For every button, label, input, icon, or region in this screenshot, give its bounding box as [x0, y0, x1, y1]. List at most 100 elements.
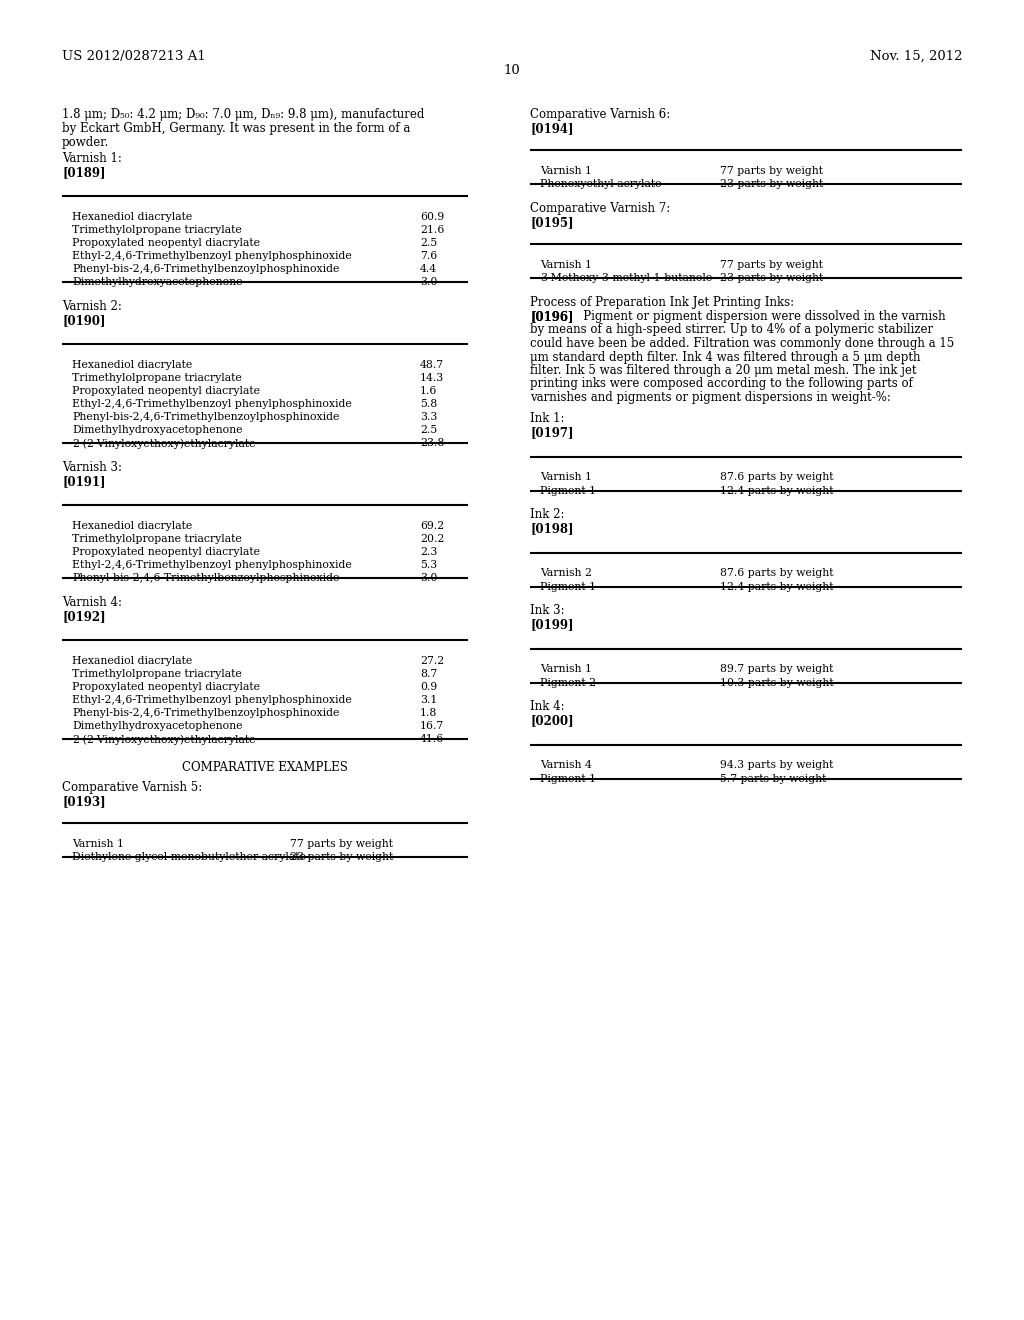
Text: Varnish 1: Varnish 1: [540, 260, 592, 271]
Text: 3.0: 3.0: [420, 277, 437, 286]
Text: Comparative Varnish 6:: Comparative Varnish 6:: [530, 108, 671, 121]
Text: 12.4 parts by weight: 12.4 parts by weight: [720, 582, 834, 591]
Text: Pigment or pigment dispersion were dissolved in the varnish: Pigment or pigment dispersion were disso…: [572, 310, 945, 323]
Text: US 2012/0287213 A1: US 2012/0287213 A1: [62, 50, 206, 63]
Text: Phenyl-bis-2,4,6-Trimethylbenzoylphosphinoxide: Phenyl-bis-2,4,6-Trimethylbenzoylphosphi…: [72, 264, 339, 275]
Text: 4.4: 4.4: [420, 264, 437, 275]
Text: 5.3: 5.3: [420, 560, 437, 570]
Text: 23.8: 23.8: [420, 438, 444, 447]
Text: [0197]: [0197]: [530, 426, 573, 440]
Text: [0189]: [0189]: [62, 166, 105, 180]
Text: Varnish 1: Varnish 1: [72, 840, 124, 849]
Text: Ink 2:: Ink 2:: [530, 508, 564, 521]
Text: Dimethylhydroxyacetophenone: Dimethylhydroxyacetophenone: [72, 277, 243, 286]
Text: [0196]: [0196]: [530, 310, 573, 323]
Text: μm standard depth filter. Ink 4 was filtered through a 5 μm depth: μm standard depth filter. Ink 4 was filt…: [530, 351, 921, 363]
Text: Ethyl-2,4,6-Trimethylbenzoyl phenylphosphinoxide: Ethyl-2,4,6-Trimethylbenzoyl phenylphosp…: [72, 696, 352, 705]
Text: 3.3: 3.3: [420, 412, 437, 422]
Text: 1.6: 1.6: [420, 385, 437, 396]
Text: 1.8 μm; D₅₀: 4.2 μm; D₉₀: 7.0 μm, Dₙ₉: 9.8 μm), manufactured: 1.8 μm; D₅₀: 4.2 μm; D₉₀: 7.0 μm, Dₙ₉: 9…: [62, 108, 424, 121]
Text: 5.7 parts by weight: 5.7 parts by weight: [720, 774, 826, 784]
Text: 69.2: 69.2: [420, 521, 444, 531]
Text: Pigment 1: Pigment 1: [540, 486, 596, 495]
Text: [0196]: [0196]: [530, 310, 573, 323]
Text: Ink 1:: Ink 1:: [530, 412, 564, 425]
Text: Nov. 15, 2012: Nov. 15, 2012: [869, 50, 962, 63]
Text: [0198]: [0198]: [530, 523, 573, 536]
Text: Varnish 1: Varnish 1: [540, 166, 592, 176]
Text: 89.7 parts by weight: 89.7 parts by weight: [720, 664, 834, 675]
Text: Ethyl-2,4,6-Trimethylbenzoyl phenylphosphinoxide: Ethyl-2,4,6-Trimethylbenzoyl phenylphosp…: [72, 560, 352, 570]
Text: 5.8: 5.8: [420, 399, 437, 409]
Text: Trimethylolpropane triacrylate: Trimethylolpropane triacrylate: [72, 374, 242, 383]
Text: 60.9: 60.9: [420, 213, 444, 222]
Text: 94.3 parts by weight: 94.3 parts by weight: [720, 760, 834, 771]
Text: 21.6: 21.6: [420, 224, 444, 235]
Text: 87.6 parts by weight: 87.6 parts by weight: [720, 569, 834, 578]
Text: Varnish 2:: Varnish 2:: [62, 300, 122, 313]
Text: could have been be added. Filtration was commonly done through a 15: could have been be added. Filtration was…: [530, 337, 954, 350]
Text: Varnish 1: Varnish 1: [540, 664, 592, 675]
Text: Hexanediol diacrylate: Hexanediol diacrylate: [72, 656, 193, 667]
Text: 23 parts by weight: 23 parts by weight: [720, 273, 823, 282]
Text: Ethyl-2,4,6-Trimethylbenzoyl phenylphosphinoxide: Ethyl-2,4,6-Trimethylbenzoyl phenylphosp…: [72, 399, 352, 409]
Text: Dimethylhydroxyacetophenone: Dimethylhydroxyacetophenone: [72, 425, 243, 436]
Text: Phenyl-bis-2,4,6-Trimethylbenzoylphosphinoxide: Phenyl-bis-2,4,6-Trimethylbenzoylphosphi…: [72, 573, 339, 583]
Text: Trimethylolpropane triacrylate: Trimethylolpropane triacrylate: [72, 224, 242, 235]
Text: Pigment 2: Pigment 2: [540, 677, 596, 688]
Text: 16.7: 16.7: [420, 721, 444, 731]
Text: 2.3: 2.3: [420, 546, 437, 557]
Text: [0199]: [0199]: [530, 619, 573, 631]
Text: [0194]: [0194]: [530, 121, 573, 135]
Text: Phenyl-bis-2,4,6-Trimethylbenzoylphosphinoxide: Phenyl-bis-2,4,6-Trimethylbenzoylphosphi…: [72, 412, 339, 422]
Text: 3-Methoxy-3-methyl-1-butanole: 3-Methoxy-3-methyl-1-butanole: [540, 273, 713, 282]
Text: filter. Ink 5 was filtered through a 20 μm metal mesh. The ink jet: filter. Ink 5 was filtered through a 20 …: [530, 364, 916, 378]
Text: Phenoxyethyl acrylate: Phenoxyethyl acrylate: [540, 180, 662, 189]
Text: Ink 3:: Ink 3:: [530, 605, 564, 618]
Text: varnishes and pigments or pigment dispersions in weight-%:: varnishes and pigments or pigment disper…: [530, 391, 891, 404]
Text: 14.3: 14.3: [420, 374, 444, 383]
Text: Varnish 2: Varnish 2: [540, 569, 592, 578]
Text: Hexanediol diacrylate: Hexanediol diacrylate: [72, 213, 193, 222]
Text: 2.5: 2.5: [420, 238, 437, 248]
Text: Pigment 1: Pigment 1: [540, 774, 596, 784]
Text: 2.5: 2.5: [420, 425, 437, 436]
Text: Process of Preparation Ink Jet Printing Inks:: Process of Preparation Ink Jet Printing …: [530, 296, 795, 309]
Text: Hexanediol diacrylate: Hexanediol diacrylate: [72, 360, 193, 370]
Text: 10.3 parts by weight: 10.3 parts by weight: [720, 677, 834, 688]
Text: Varnish 3:: Varnish 3:: [62, 461, 122, 474]
Text: Ink 4:: Ink 4:: [530, 701, 564, 714]
Text: Dimethylhydroxyacetophenone: Dimethylhydroxyacetophenone: [72, 721, 243, 731]
Text: 1.8: 1.8: [420, 708, 437, 718]
Text: Propoxylated neopentyl diacrylate: Propoxylated neopentyl diacrylate: [72, 385, 260, 396]
Text: Varnish 4:: Varnish 4:: [62, 597, 122, 609]
Text: COMPARATIVE EXAMPLES: COMPARATIVE EXAMPLES: [182, 762, 348, 774]
Text: by means of a high-speed stirrer. Up to 4% of a polymeric stabilizer: by means of a high-speed stirrer. Up to …: [530, 323, 933, 337]
Text: 87.6 parts by weight: 87.6 parts by weight: [720, 473, 834, 483]
Text: Trimethylolpropane triacrylate: Trimethylolpropane triacrylate: [72, 669, 242, 678]
Text: Propoxylated neopentyl diacrylate: Propoxylated neopentyl diacrylate: [72, 238, 260, 248]
Text: Propoxylated neopentyl diacrylate: Propoxylated neopentyl diacrylate: [72, 682, 260, 692]
Text: 77 parts by weight: 77 parts by weight: [720, 166, 823, 176]
Text: Hexanediol diacrylate: Hexanediol diacrylate: [72, 521, 193, 531]
Text: 2-(2-Vinyloxyethoxy)ethylacrylate: 2-(2-Vinyloxyethoxy)ethylacrylate: [72, 734, 256, 744]
Text: Propoxylated neopentyl diacrylate: Propoxylated neopentyl diacrylate: [72, 546, 260, 557]
Text: 10: 10: [504, 63, 520, 77]
Text: 41.6: 41.6: [420, 734, 444, 744]
Text: 20.2: 20.2: [420, 535, 444, 544]
Text: 3.0: 3.0: [420, 573, 437, 583]
Text: 7.6: 7.6: [420, 251, 437, 261]
Text: Ethyl-2,4,6-Trimethylbenzoyl phenylphosphinoxide: Ethyl-2,4,6-Trimethylbenzoyl phenylphosp…: [72, 251, 352, 261]
Text: Pigment 1: Pigment 1: [540, 582, 596, 591]
Text: [0193]: [0193]: [62, 795, 105, 808]
Text: Phenyl-bis-2,4,6-Trimethylbenzoylphosphinoxide: Phenyl-bis-2,4,6-Trimethylbenzoylphosphi…: [72, 708, 339, 718]
Text: Comparative Varnish 7:: Comparative Varnish 7:: [530, 202, 671, 215]
Text: Varnish 1:: Varnish 1:: [62, 152, 122, 165]
Text: 3.1: 3.1: [420, 696, 437, 705]
Text: 23 parts by weight: 23 parts by weight: [290, 851, 393, 862]
Text: 2-(2-Vinyloxyethoxy)ethylacrylate: 2-(2-Vinyloxyethoxy)ethylacrylate: [72, 438, 256, 449]
Text: 48.7: 48.7: [420, 360, 444, 370]
Text: [0195]: [0195]: [530, 216, 573, 228]
Text: Trimethylolpropane triacrylate: Trimethylolpropane triacrylate: [72, 535, 242, 544]
Text: Varnish 4: Varnish 4: [540, 760, 592, 771]
